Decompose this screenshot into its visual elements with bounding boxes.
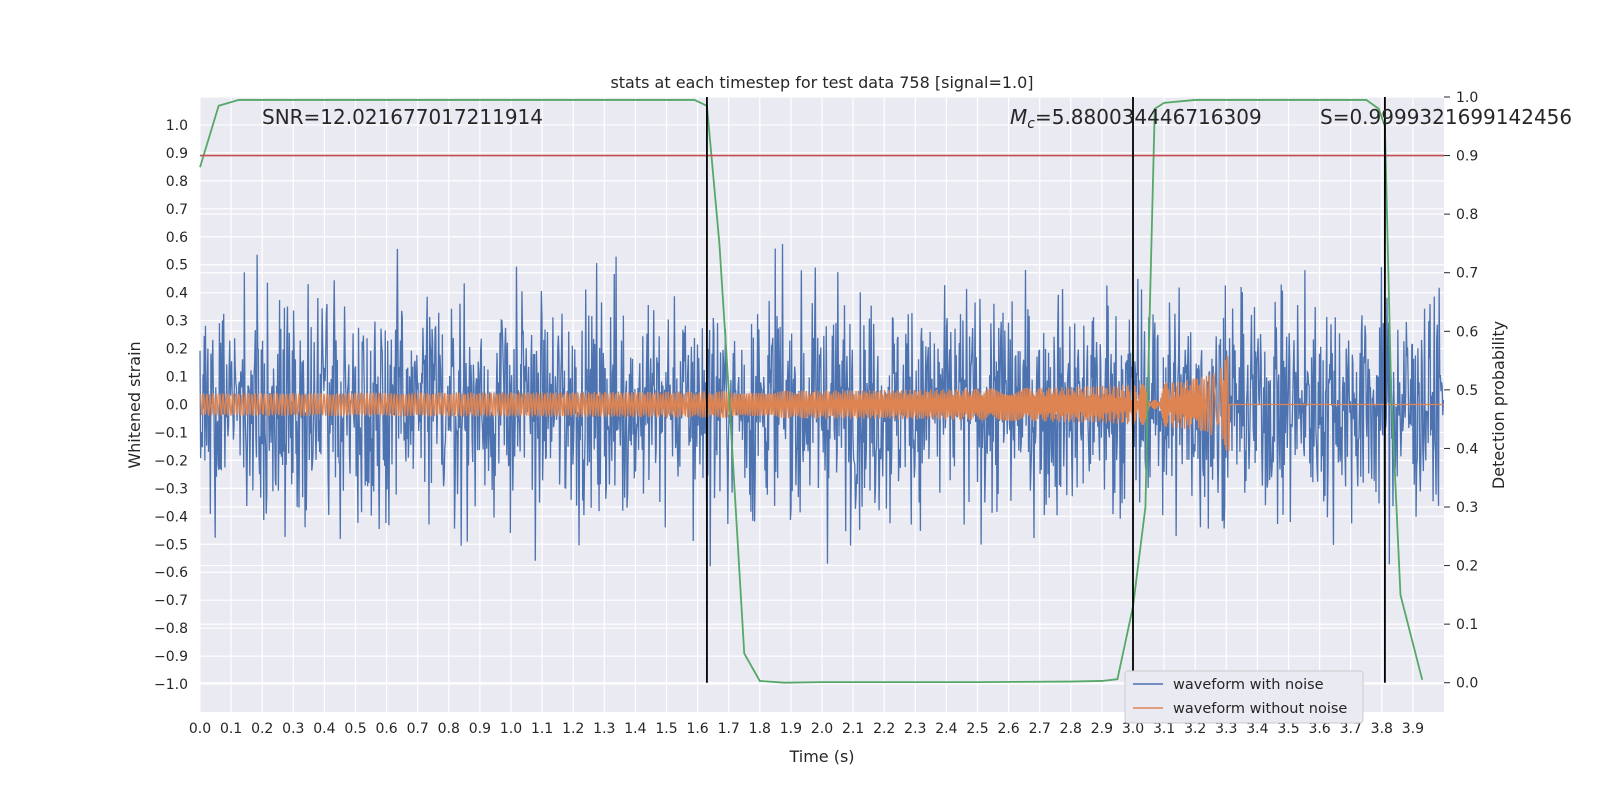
x-axis-ticks: 0.0 0.1 0.2 0.3 0.4 0.5 0.6 0.7 0.8 0.9 1.0 1.1 1.2 1…	[189, 721, 1424, 737]
x-tick-label: 0.6	[375, 721, 397, 737]
x-tick-label: 3.6	[1308, 721, 1330, 737]
x-tick-label: 2.0	[811, 721, 833, 737]
series-waveform-with-noise	[199, 243, 1445, 567]
y2-tick-label: 0.9	[1456, 149, 1478, 165]
x-tick-label: 3.9	[1402, 721, 1424, 737]
x-tick-label: 1.7	[718, 721, 740, 737]
x-tick-label: 2.9	[1091, 721, 1113, 737]
vertical-markers	[706, 97, 1386, 683]
legend: waveform with noise waveform without noi…	[1124, 670, 1364, 724]
y2-tick-label: 0.1	[1456, 617, 1478, 633]
y2-tick-label: 0.3	[1456, 500, 1478, 516]
x-tick-label: 3.2	[1184, 721, 1206, 737]
x-tick-label: 0.1	[220, 721, 242, 737]
y-tick-label: 0.5	[166, 258, 188, 274]
y-tick-label: −0.6	[154, 565, 188, 581]
legend-label-clean: waveform without noise	[1173, 701, 1347, 717]
x-tick-label: 0.9	[469, 721, 491, 737]
y-tick-label: 0.8	[166, 174, 188, 190]
x-tick-label: 3.3	[1215, 721, 1237, 737]
x-tick-label: 0.2	[251, 721, 273, 737]
y2-tick-label: 0.8	[1456, 207, 1478, 223]
x-tick-label: 3.1	[1153, 721, 1175, 737]
x-tick-label: 0.3	[282, 721, 304, 737]
y2-tick-label: 0.4	[1456, 441, 1478, 457]
x-tick-label: 1.1	[531, 721, 553, 737]
y-axis-ticks: 1.0 0.9 0.8 0.7 0.6 0.5 0.4 0.3 0.2 0.1 0.0 −0.1 −0.…	[154, 118, 188, 693]
y-tick-label: −0.5	[154, 537, 188, 553]
y-tick-label: 0.6	[166, 230, 188, 246]
x-tick-label: 2.5	[966, 721, 988, 737]
x-tick-label: 0.5	[344, 721, 366, 737]
y-tick-label: −0.7	[154, 593, 188, 609]
x-tick-label: 1.9	[780, 721, 802, 737]
snr-annotation: SNR=12.021677017211914	[262, 105, 543, 129]
y2-tick-label: 0.6	[1456, 324, 1478, 340]
y2-tick-label: 1.0	[1456, 90, 1478, 106]
x-tick-label: 1.8	[749, 721, 771, 737]
x-axis-label: Time (s)	[788, 747, 854, 766]
x-tick-label: 2.1	[842, 721, 864, 737]
legend-label-noise: waveform with noise	[1173, 677, 1324, 693]
y-axis-label: Whitened strain	[125, 341, 144, 468]
x-tick-label: 2.4	[935, 721, 957, 737]
chirp-mass-annotation: Mc=5.880034446716309	[1010, 105, 1262, 132]
x-tick-label: 3.8	[1371, 721, 1393, 737]
y-tick-label: −0.3	[154, 481, 188, 497]
probability-line	[199, 99, 1424, 684]
noise-line	[199, 243, 1445, 567]
clean-line	[199, 355, 1444, 451]
s-annotation: S=0.9999321699142456	[1320, 105, 1572, 129]
x-tick-label: 0.0	[189, 721, 211, 737]
y-tick-label: 0.0	[166, 398, 188, 414]
y-tick-label: 0.7	[166, 202, 188, 218]
y-tick-label: 0.2	[166, 342, 188, 358]
y2-tick-label: 0.2	[1456, 559, 1478, 575]
y-tick-label: −1.0	[154, 677, 188, 693]
y2-tick-label: 0.7	[1456, 266, 1478, 282]
y2-axis-label: Detection probability	[1489, 321, 1508, 489]
x-tick-label: 0.8	[438, 721, 460, 737]
x-tick-label: 1.0	[500, 721, 522, 737]
x-tick-label: 2.2	[873, 721, 895, 737]
y2-tick-label: 0.5	[1456, 383, 1478, 399]
x-tick-label: 2.3	[904, 721, 926, 737]
x-tick-label: 2.7	[1029, 721, 1051, 737]
y-tick-label: −0.4	[154, 509, 188, 525]
x-tick-label: 0.7	[407, 721, 429, 737]
x-tick-label: 3.7	[1340, 721, 1362, 737]
series-waveform-without-noise	[199, 355, 1444, 451]
y-tick-label: −0.2	[154, 453, 188, 469]
y2-axis-ticks: 1.0 0.9 0.8 0.7 0.6 0.5 0.4 0.3 0.2 0.1 0.0	[1444, 90, 1478, 692]
chart-title: stats at each timestep for test data 758…	[610, 73, 1033, 92]
y-tick-label: −0.1	[154, 425, 188, 441]
series-detection-probability	[199, 99, 1444, 684]
x-tick-label: 1.3	[593, 721, 615, 737]
legend-box	[1124, 670, 1364, 724]
x-tick-label: 0.4	[313, 721, 335, 737]
y-tick-label: 0.4	[166, 286, 188, 302]
x-tick-label: 3.0	[1122, 721, 1144, 737]
y-tick-label: 0.3	[166, 314, 188, 330]
x-tick-label: 1.5	[655, 721, 677, 737]
y-tick-label: 1.0	[166, 118, 188, 134]
x-tick-label: 1.4	[624, 721, 646, 737]
x-tick-label: 3.5	[1277, 721, 1299, 737]
y-tick-label: 0.1	[166, 370, 188, 386]
x-tick-label: 2.8	[1060, 721, 1082, 737]
x-tick-label: 1.6	[686, 721, 708, 737]
x-tick-label: 1.2	[562, 721, 584, 737]
y-tick-label: −0.8	[154, 621, 188, 637]
y-tick-label: −0.9	[154, 649, 188, 665]
x-tick-label: 3.4	[1246, 721, 1268, 737]
y-tick-label: 0.9	[166, 146, 188, 162]
y2-tick-label: 0.0	[1456, 676, 1478, 692]
x-tick-label: 2.6	[997, 721, 1019, 737]
